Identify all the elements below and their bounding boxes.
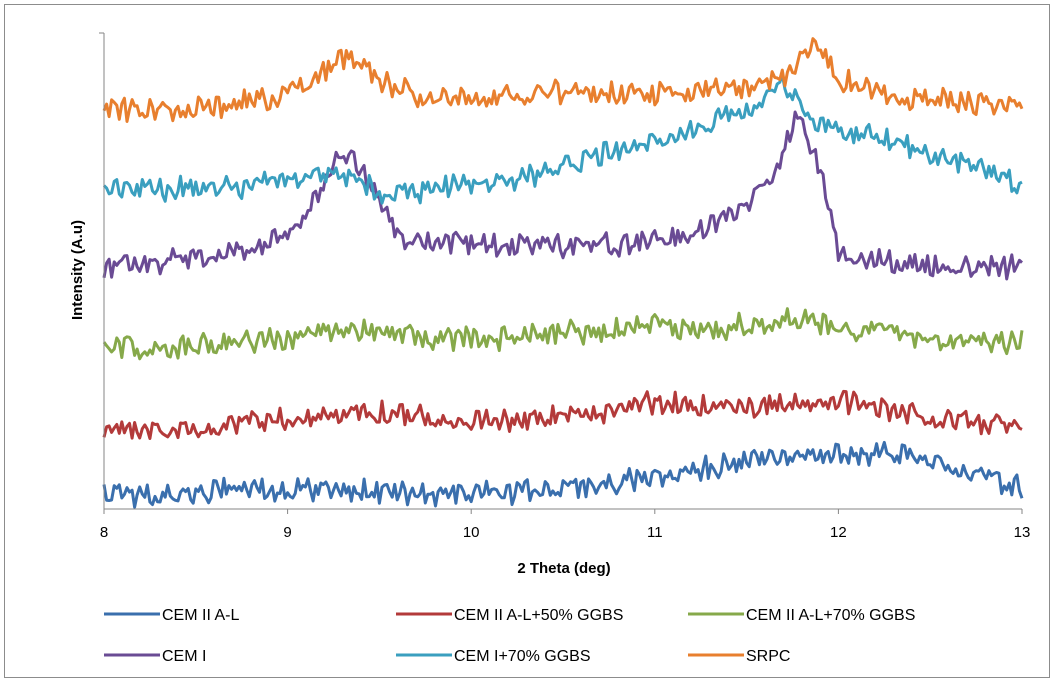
series-line-1 [102,440,1024,509]
legend-label: CEM II A-L+50% GGBS [454,607,623,624]
series-line-3 [102,307,1024,361]
legend: CEM II A-L CEM II A-L+50% GGBS CEM II A-L+… [104,607,915,665]
x-tick-label: 9 [283,524,291,541]
legend-label: CEM II A-L [162,607,239,624]
chart-frame [4,4,1050,678]
y-axis-title: Intensity (A.u) [69,220,86,320]
legend-label: CEM I [162,648,206,665]
x-tick-label: 11 [647,524,663,541]
series-line-4 [102,110,1023,281]
series-line-6 [102,37,1024,123]
series-line-2 [102,389,1023,440]
x-tick-label: 8 [100,524,108,541]
x-tick-label: 12 [830,524,847,541]
x-tick-layer: 8 9 10 11 12 13 [100,509,1031,541]
series-line-5 [102,73,1023,205]
x-tick-label: 10 [463,524,480,541]
legend-label: CEM II A-L+70% GGBS [746,607,915,624]
x-axis-title: 2 Theta (deg) [517,560,610,577]
legend-label: CEM I+70% GGBS [454,648,591,665]
legend-label: SRPC [746,648,790,665]
x-tick-label: 13 [1014,524,1031,541]
series-layer [102,37,1024,509]
